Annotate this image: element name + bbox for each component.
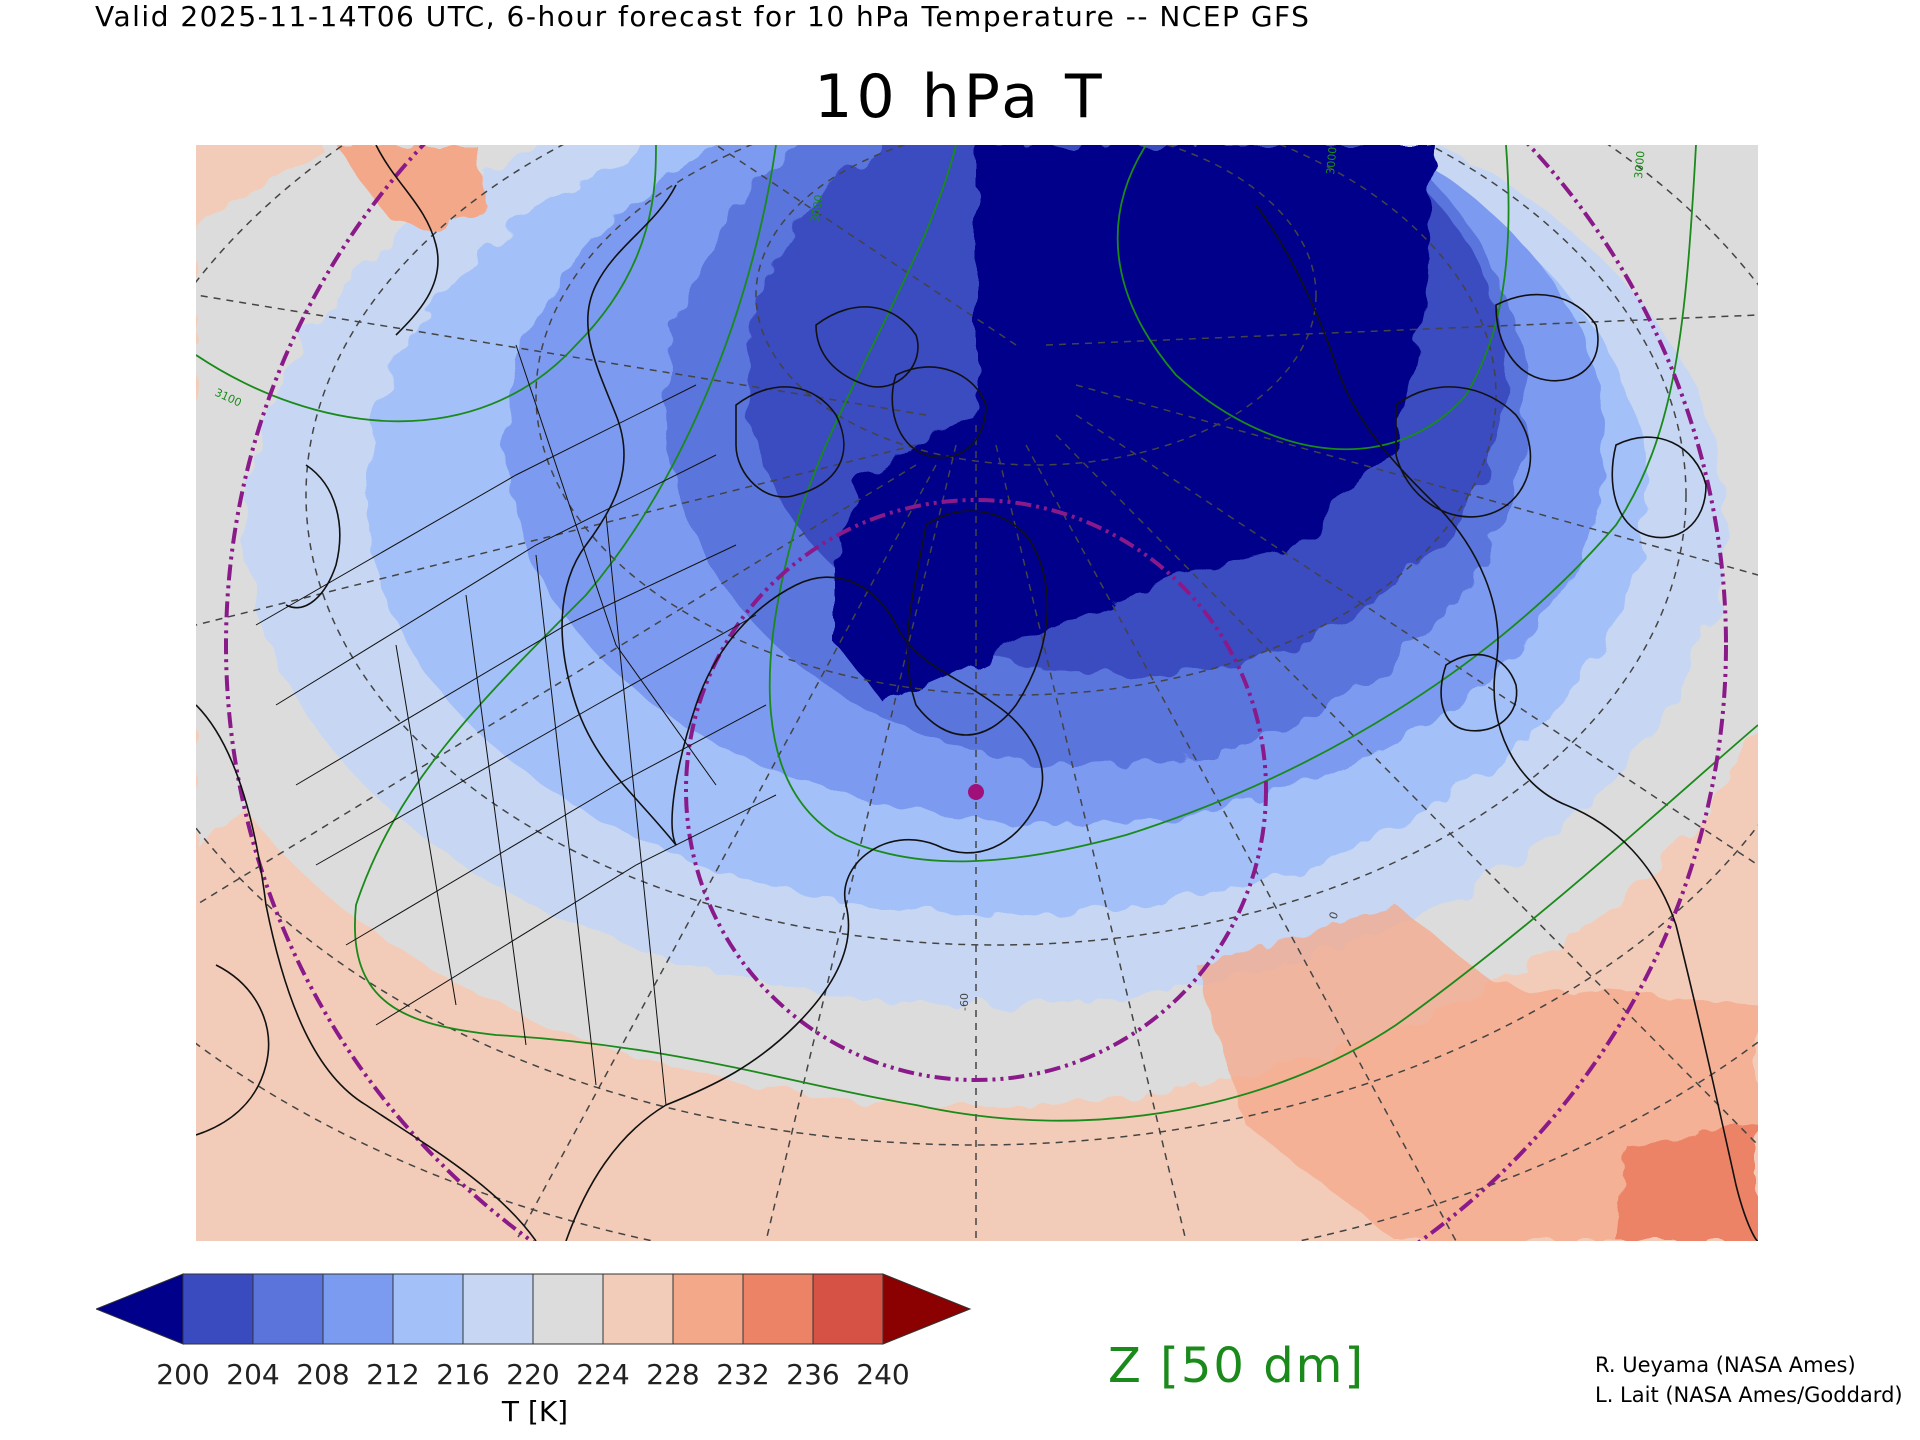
colorbar-tick-232: 232 xyxy=(716,1358,770,1391)
contour-label-3000-a: 3000 xyxy=(808,194,826,224)
ring-outer xyxy=(224,145,1728,1241)
colorbar-segment xyxy=(252,1273,324,1345)
colorbar-tick-208: 208 xyxy=(296,1358,350,1391)
forecast-map: 3100 3000 3000 3000 0 -60 xyxy=(196,145,1758,1241)
contour-label-3000-b: 3000 xyxy=(1324,146,1339,175)
colorbar-segment xyxy=(322,1273,394,1345)
credit-line-1: R. Ueyama (NASA Ames) xyxy=(1595,1353,1856,1377)
geopotential-contours xyxy=(196,145,1758,1122)
colorbar-high-arrow xyxy=(882,1273,972,1345)
temperature-colorbar xyxy=(96,1273,972,1345)
map-canvas: 3100 3000 3000 3000 0 -60 xyxy=(196,145,1758,1241)
colorbar-segment xyxy=(812,1273,884,1345)
valid-time-header: Valid 2025-11-14T06 UTC, 6-hour forecast… xyxy=(95,0,1311,33)
map-title: 10 hPa T xyxy=(814,62,1106,132)
colorbar-segment xyxy=(532,1273,604,1345)
colorbar-tick-220: 220 xyxy=(506,1358,560,1391)
purple-rings xyxy=(224,145,1728,1241)
colorbar-tick-216: 216 xyxy=(436,1358,490,1391)
political-boundaries xyxy=(255,344,777,1106)
geopotential-overlay-label: Z [50 dm] xyxy=(1108,1338,1366,1394)
colorbar-segment xyxy=(462,1273,534,1345)
band-232-236 xyxy=(1616,1125,1758,1241)
colorbar-tick-240: 240 xyxy=(856,1358,910,1391)
band-228-232-south xyxy=(1196,905,1758,1241)
graticule-label-0: 0 xyxy=(1327,910,1342,921)
colorbar-segment xyxy=(182,1273,254,1345)
colorbar-low-arrow xyxy=(96,1273,184,1345)
colorbar-tick-204: 204 xyxy=(226,1358,280,1391)
graticule-label-minus-60: -60 xyxy=(958,993,971,1011)
colorbar-segment xyxy=(672,1273,744,1345)
colorbar-segment xyxy=(392,1273,464,1345)
contour-label-3000-c: 3000 xyxy=(1632,150,1647,179)
credit-line-2: L. Lait (NASA Ames/Goddard) xyxy=(1595,1383,1903,1407)
band-below-200 xyxy=(836,145,1436,705)
colorbar-tick-212: 212 xyxy=(366,1358,420,1391)
colorbar-unit-label: T [K] xyxy=(501,1395,569,1428)
colorbar-segments xyxy=(182,1273,884,1345)
colorbar-segment xyxy=(742,1273,814,1345)
colorbar-tick-224: 224 xyxy=(576,1358,630,1391)
location-marker xyxy=(968,784,984,800)
band-228-232-north xyxy=(336,145,486,235)
colorbar-tick-200: 200 xyxy=(156,1358,210,1391)
ring-inner xyxy=(684,498,1268,1082)
coastlines xyxy=(196,145,1758,1241)
graticule xyxy=(196,145,1758,1241)
colorbar-tick-228: 228 xyxy=(646,1358,700,1391)
colorbar-segment xyxy=(602,1273,674,1345)
colorbar-tick-236: 236 xyxy=(786,1358,840,1391)
